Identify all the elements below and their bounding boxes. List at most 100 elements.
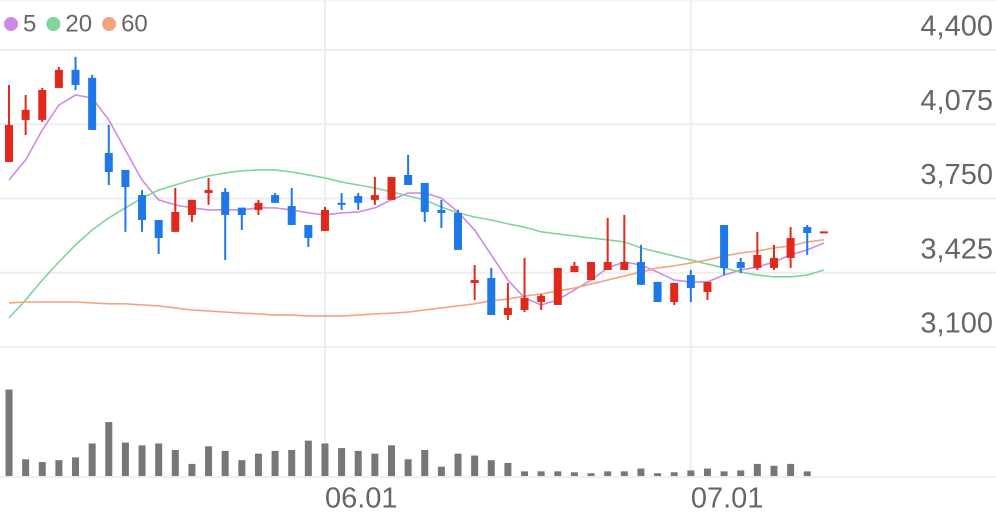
candle-body bbox=[121, 169, 130, 188]
candle-body bbox=[803, 227, 812, 233]
volume-bar bbox=[687, 470, 695, 476]
volume-bar bbox=[338, 448, 346, 476]
candle-body bbox=[404, 174, 413, 186]
candle-body bbox=[769, 257, 778, 268]
candle-body bbox=[503, 307, 512, 316]
volume-bar bbox=[521, 471, 529, 476]
candle-body bbox=[570, 265, 579, 273]
volume-bar bbox=[221, 450, 229, 476]
candle-body bbox=[154, 219, 163, 239]
volume-bar bbox=[487, 460, 495, 476]
volume-bar bbox=[5, 389, 13, 476]
volume-bar bbox=[737, 470, 745, 476]
volume-bar bbox=[454, 453, 462, 476]
candle-body bbox=[254, 202, 263, 210]
candle-body bbox=[686, 275, 695, 289]
candle-body bbox=[437, 209, 446, 213]
ma-line bbox=[8, 239, 824, 317]
volume-bar bbox=[138, 445, 146, 476]
volume-bar bbox=[288, 449, 296, 476]
volume-bar bbox=[670, 472, 678, 476]
candle-body bbox=[387, 177, 396, 200]
candle-body bbox=[88, 77, 97, 130]
candle-body bbox=[287, 206, 296, 226]
candle-body bbox=[636, 262, 645, 285]
ma-line bbox=[8, 169, 825, 319]
x-tick-label: 07.01 bbox=[691, 483, 764, 515]
candle-body bbox=[620, 262, 629, 271]
y-tick-label: 4,400 bbox=[920, 11, 993, 43]
x-tick-label: 06.01 bbox=[325, 483, 398, 515]
volume-bar bbox=[637, 468, 645, 476]
candle-body bbox=[221, 191, 230, 215]
volume-bar bbox=[654, 473, 662, 476]
candle-body bbox=[703, 281, 712, 292]
volume-bar bbox=[238, 460, 246, 476]
volume-bar bbox=[72, 457, 80, 476]
candle-body bbox=[370, 195, 379, 200]
candle-body bbox=[720, 225, 729, 268]
candle-body bbox=[537, 295, 546, 302]
volume-bar bbox=[703, 468, 711, 476]
candle-body bbox=[470, 280, 479, 284]
volume-bar bbox=[421, 449, 429, 476]
candle-body bbox=[71, 69, 80, 85]
candle-body bbox=[354, 195, 363, 203]
volume-bar bbox=[787, 463, 795, 476]
volume-bar bbox=[720, 471, 728, 476]
volume-bar bbox=[404, 459, 412, 476]
candle-body bbox=[21, 109, 30, 120]
candle-body bbox=[736, 262, 745, 268]
y-tick-label: 3,425 bbox=[920, 233, 993, 265]
volume-bar bbox=[271, 450, 279, 476]
volume-bar bbox=[803, 471, 811, 476]
y-tick-label: 3,100 bbox=[920, 308, 993, 340]
candle-body bbox=[587, 262, 596, 281]
volume-bar bbox=[321, 443, 329, 476]
volume-bar bbox=[205, 446, 213, 476]
volume-bar bbox=[171, 449, 179, 476]
candle-body bbox=[271, 195, 280, 203]
candle-body bbox=[454, 212, 463, 250]
volume-bar bbox=[105, 422, 113, 476]
y-tick-label: 4,075 bbox=[920, 85, 993, 117]
volume-bar bbox=[22, 459, 30, 476]
y-tick-label: 3,750 bbox=[920, 159, 993, 191]
volume-bar bbox=[753, 463, 761, 476]
legend-swatch bbox=[4, 17, 18, 31]
volume-bar bbox=[770, 465, 778, 476]
candle-body bbox=[304, 225, 313, 239]
volume-bar bbox=[504, 462, 512, 476]
candle-body bbox=[171, 211, 180, 232]
volume-bar bbox=[188, 463, 196, 476]
candle-body bbox=[204, 190, 213, 194]
volume-bar bbox=[304, 440, 312, 476]
legend-label: 60 bbox=[121, 10, 148, 37]
candle-body bbox=[753, 254, 762, 268]
candle-body bbox=[653, 281, 662, 302]
candle-body bbox=[38, 89, 47, 120]
volume-bar bbox=[121, 442, 129, 476]
candle-body bbox=[786, 238, 795, 258]
candle-body bbox=[320, 209, 329, 231]
candle-body bbox=[237, 207, 246, 215]
volume-bar bbox=[38, 462, 46, 476]
candle-body bbox=[670, 283, 679, 302]
legend-swatch bbox=[46, 17, 61, 31]
candle-body bbox=[337, 202, 346, 205]
volume-bar bbox=[387, 445, 395, 476]
volume-bar bbox=[155, 443, 163, 476]
candle-body bbox=[5, 124, 13, 162]
candle-body bbox=[553, 267, 562, 305]
candle-body bbox=[104, 153, 113, 172]
volume-bar bbox=[471, 455, 479, 476]
volume-bar bbox=[554, 471, 562, 476]
legend-label: 20 bbox=[65, 10, 92, 37]
candle-body bbox=[187, 199, 196, 215]
volume-bar bbox=[437, 466, 445, 476]
volume-bar bbox=[587, 473, 595, 476]
volume-bar bbox=[254, 453, 262, 476]
volume-bar bbox=[88, 443, 96, 476]
candle-body bbox=[54, 69, 63, 88]
